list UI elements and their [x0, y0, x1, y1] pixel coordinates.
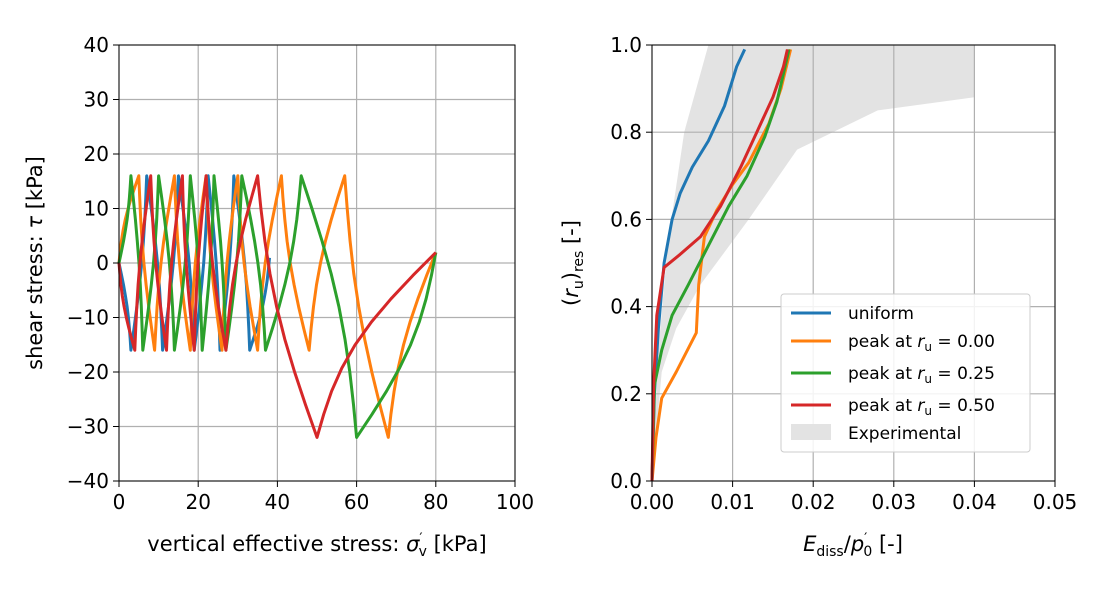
y-tick-label: 0.8 — [610, 120, 642, 144]
legend-box — [780, 293, 1031, 453]
legend-label: peak at ru = 0.00 — [848, 332, 995, 354]
stress-path-peak-1 — [117, 174, 438, 439]
x-tick-label: 40 — [265, 490, 290, 514]
y-tick-label: 40 — [84, 33, 109, 57]
x-tick-label: 60 — [344, 490, 369, 514]
x-tick-label: 0.04 — [952, 490, 997, 514]
y-tick-label: −40 — [67, 469, 109, 493]
x-tick-label: 80 — [423, 490, 448, 514]
stress-path-x-axis-label: vertical effective stress: σ′ v [kPa] — [147, 531, 486, 560]
x-tick-label: 20 — [185, 490, 210, 514]
energy-line-peak-2 — [650, 49, 791, 482]
legend-label: peak at ru = 0.25 — [848, 364, 995, 386]
energy-ticks: 0.00 0.01 0.02 0.03 0.04 0.05 0.0 0.2 0.4 0.6 0.8 1… — [610, 33, 1077, 514]
y-tick-label: −20 — [67, 360, 109, 384]
x-tick-label: 0.03 — [872, 490, 917, 514]
energy-line-uniform — [650, 48, 747, 482]
energy-series — [650, 48, 793, 482]
y-tick-label: −30 — [67, 415, 109, 439]
stress-path-y-axis-label: shear stress: τ [kPa] — [23, 156, 47, 370]
legend-label: peak at ru = 0.50 — [848, 396, 995, 418]
legend-swatch-experimental — [791, 424, 831, 440]
energy-x-axis-label: Ediss/p′ 0 [-] — [803, 531, 903, 560]
y-tick-label: −10 — [67, 306, 109, 330]
stress-path-peak-2 — [117, 174, 438, 439]
y-tick-label: 1.0 — [610, 33, 642, 57]
stress-path-series — [117, 174, 438, 439]
y-tick-label: 30 — [84, 88, 109, 112]
stress-path-ticks: 0 20 40 60 80 100 −40 −30 −20 −10 0 10 20 30 40 — [67, 33, 534, 514]
x-tick-label: 0.02 — [791, 490, 836, 514]
energy-line-peak-3 — [650, 49, 789, 482]
stress-path-chart: 0 20 40 60 80 100 −40 −30 −20 −10 0 10 20 30 40 vertic… — [23, 33, 534, 560]
y-tick-label: 20 — [84, 142, 109, 166]
stress-path-peak-3 — [117, 174, 437, 439]
x-tick-label: 0 — [113, 490, 126, 514]
y-tick-label: 0.6 — [610, 207, 642, 231]
legend-label: uniform — [848, 304, 914, 324]
x-tick-label: 0.00 — [630, 490, 675, 514]
legend-label-experimental: Experimental — [848, 424, 961, 444]
energy-chart: 0.00 0.01 0.02 0.03 0.04 0.05 0.0 0.2 0.4 0.6 0.8 1… — [559, 33, 1077, 560]
y-tick-label: 0.2 — [610, 382, 642, 406]
x-tick-label: 0.05 — [1033, 490, 1078, 514]
x-tick-label: 0.01 — [710, 490, 755, 514]
x-tick-label: 100 — [496, 490, 534, 514]
legend: uniform peak at ru = 0.00 peak at ru = 0.2… — [780, 293, 1031, 453]
energy-plot-frame — [651, 44, 1056, 482]
y-tick-label: 0.0 — [610, 469, 642, 493]
y-tick-label: 0.4 — [610, 295, 642, 319]
energy-y-axis-label: (ru)res [-] — [559, 220, 587, 306]
y-tick-label: 0 — [96, 251, 109, 275]
y-tick-label: 10 — [84, 197, 109, 221]
